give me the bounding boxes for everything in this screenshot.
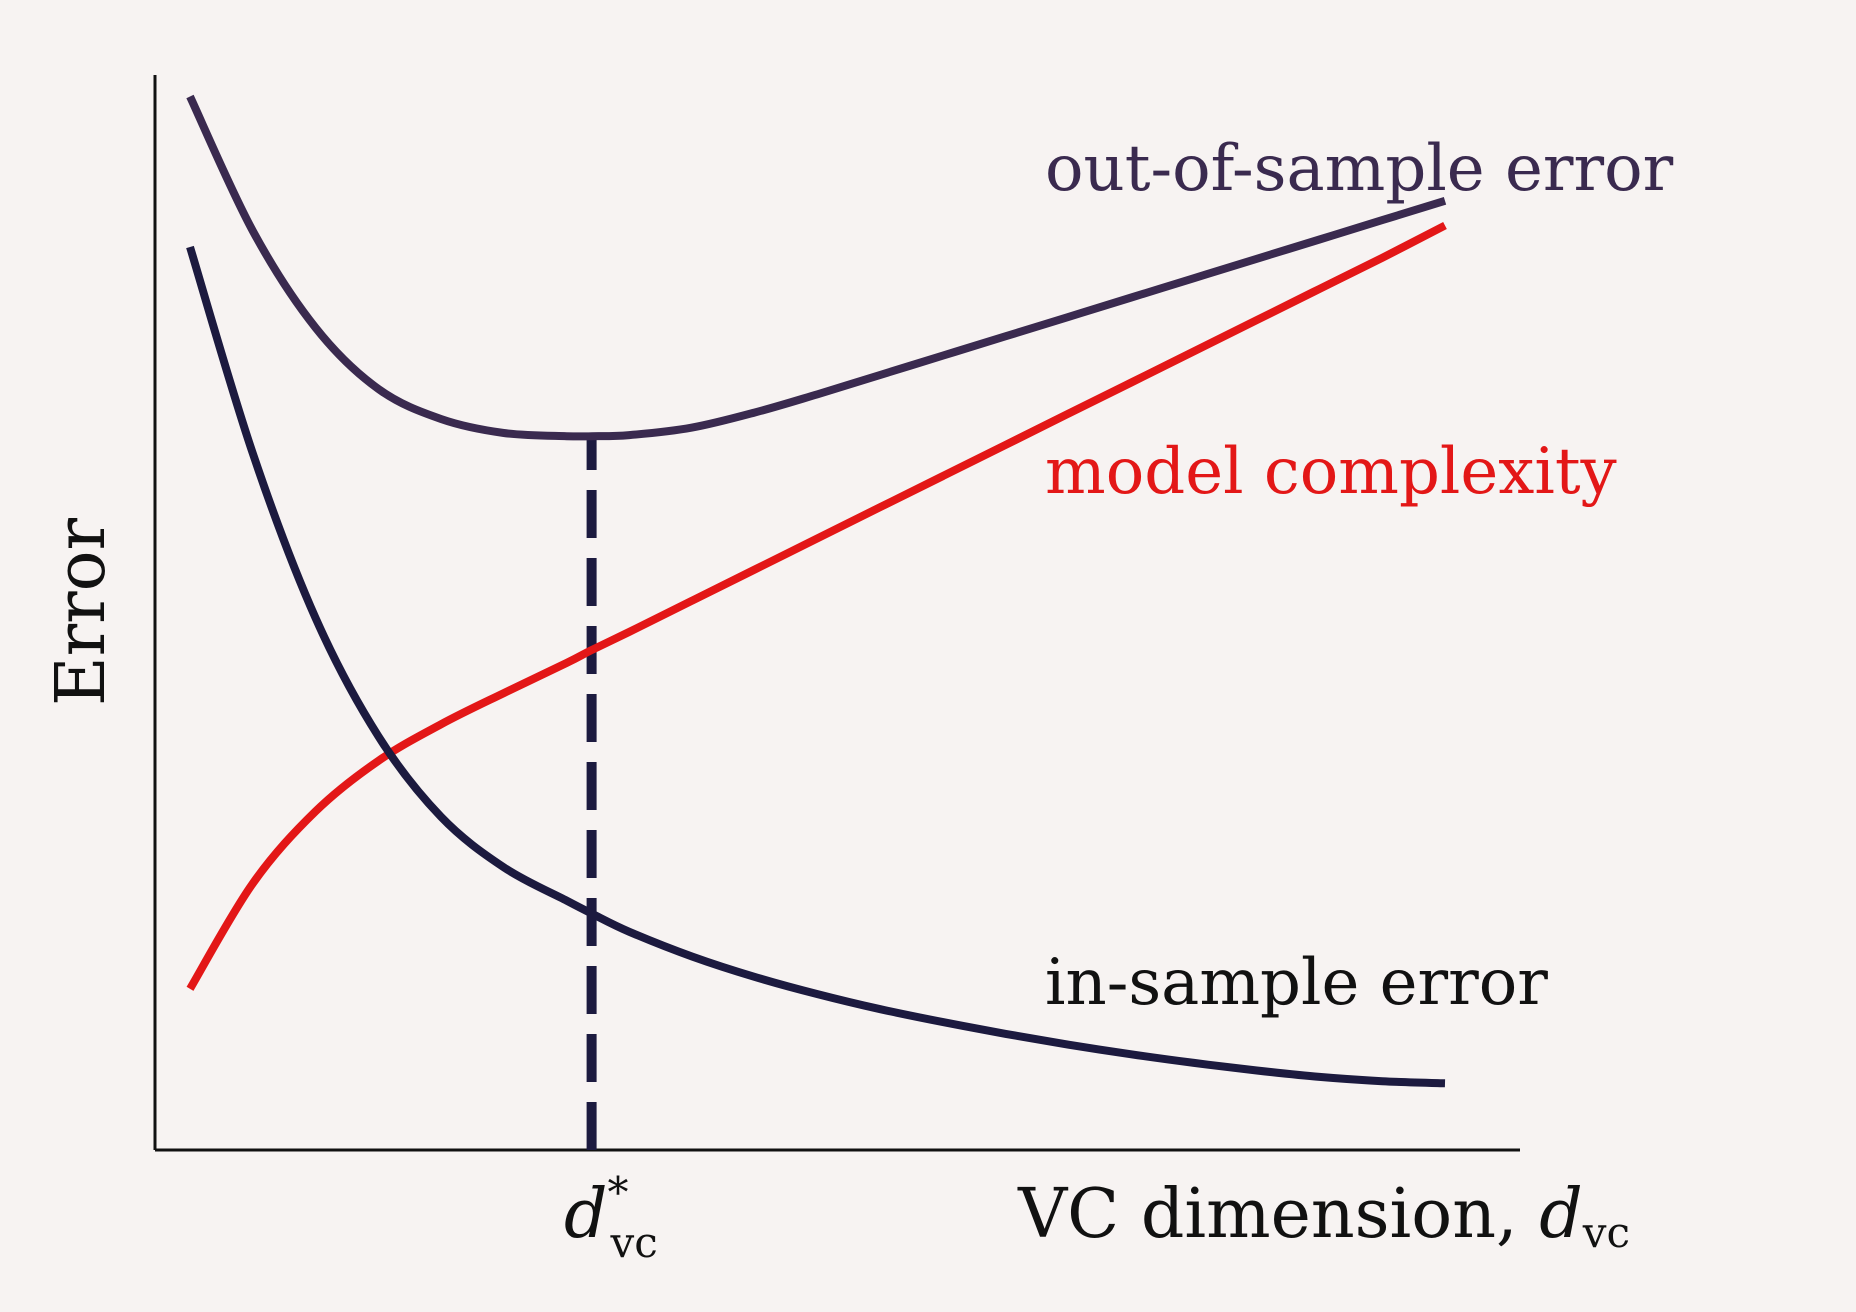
series-label-in-sample-error: in-sample error: [1045, 946, 1548, 1020]
out-of-sample-error-line: [186, 94, 1447, 441]
x-axis-label-sub: vc: [1582, 1208, 1630, 1257]
optimal-dvc-label: d* vc: [564, 1168, 658, 1267]
series-group: [186, 94, 1447, 1088]
series-label-model-complexity: model complexity: [1045, 435, 1617, 509]
x-axis-label: VC dimension, dvc: [1017, 1175, 1630, 1257]
y-axis-label: Error: [42, 517, 121, 706]
in-sample-error-line: [186, 245, 1446, 1088]
x-axis-label-var: d: [1539, 1175, 1583, 1254]
optimal-dvc-label-sub: vc: [610, 1218, 658, 1267]
model-complexity-line: [186, 221, 1447, 991]
x-axis-label-prefix: VC dimension,: [1017, 1175, 1539, 1254]
series-label-out-of-sample-error: out-of-sample error: [1045, 132, 1674, 206]
series-labels: out-of-sample error model complexity in-…: [1045, 132, 1674, 1020]
optimal-dvc-label-var: d: [564, 1175, 608, 1254]
optimal-dvc-label-sup: *: [608, 1168, 629, 1217]
